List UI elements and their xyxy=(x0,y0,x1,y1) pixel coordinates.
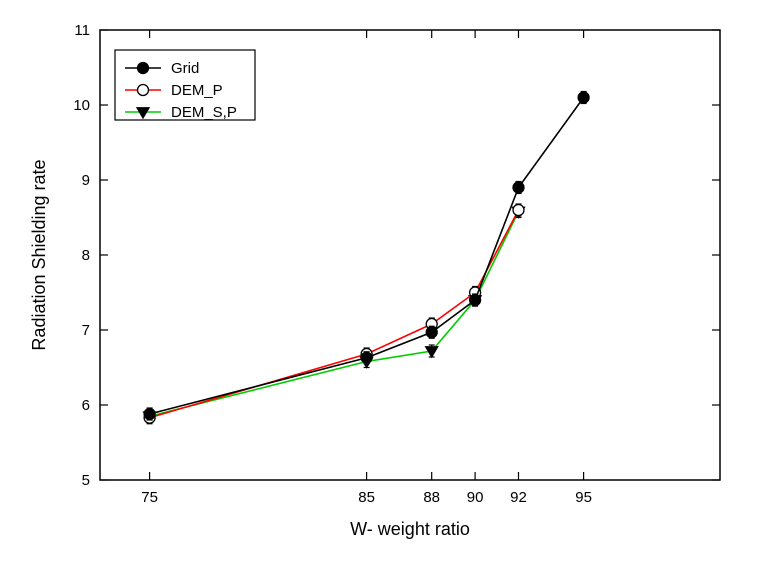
y-tick-label: 6 xyxy=(82,397,90,414)
y-axis-title: Radiation Shielding rate xyxy=(29,159,49,350)
y-tick-label: 9 xyxy=(82,172,90,189)
line-chart: 5 6 7 8 9 10 11 75 85 88 90 92 95 Radiation Shielding… xyxy=(0,0,763,582)
legend-label-dem_p: DEM_P xyxy=(171,82,223,99)
x-tick-label: 90 xyxy=(467,489,484,506)
legend-label-dem_sp: DEM_S,P xyxy=(171,104,237,121)
y-tick-label: 11 xyxy=(74,22,90,39)
x-tick-label: 85 xyxy=(358,489,375,506)
x-tick-label: 92 xyxy=(510,489,527,506)
chart-container: 5 6 7 8 9 10 11 75 85 88 90 92 95 Radiation Shielding… xyxy=(0,0,763,582)
legend-label-grid: Grid xyxy=(171,60,199,77)
y-tick-label: 7 xyxy=(82,322,90,339)
x-tick-label: 75 xyxy=(141,489,158,506)
y-tick-label: 10 xyxy=(73,97,90,114)
x-tick-label: 95 xyxy=(575,489,592,506)
x-tick-label: 88 xyxy=(423,489,440,506)
y-tick-label: 8 xyxy=(82,247,90,264)
y-tick-label: 5 xyxy=(82,472,90,489)
x-axis-title: W- weight ratio xyxy=(350,519,470,539)
series-line-dem_sp xyxy=(150,212,519,417)
